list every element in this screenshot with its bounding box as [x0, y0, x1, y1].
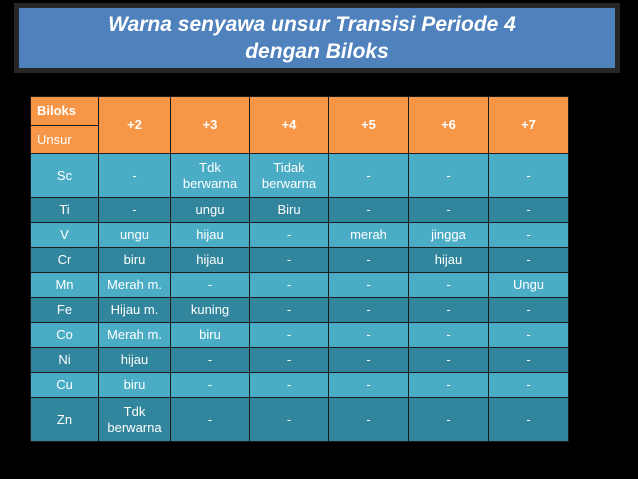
slide-title: Warna senyawa unsur Transisi Periode 4 d…	[14, 3, 620, 73]
color-cell: -	[488, 297, 569, 323]
element-cell: V	[30, 222, 99, 248]
color-cell: -	[170, 397, 250, 442]
color-cell: -	[488, 397, 569, 442]
title-line-2: dengan Biloks	[245, 40, 389, 63]
header-cell: +2	[98, 96, 171, 154]
oxidation-color-table: Biloks +2 +3 +4 +5 +6 +7 Unsur Sc - Tdk be…	[30, 96, 569, 442]
element-cell: Zn	[30, 397, 99, 442]
color-cell: -	[488, 197, 569, 223]
color-cell: -	[408, 272, 489, 298]
color-cell: biru	[98, 372, 171, 398]
color-cell: -	[488, 347, 569, 373]
color-cell: -	[249, 322, 329, 348]
element-cell: Fe	[30, 297, 99, 323]
color-cell: -	[328, 322, 409, 348]
color-cell: -	[408, 372, 489, 398]
color-cell: -	[328, 197, 409, 223]
color-cell: -	[328, 153, 409, 198]
color-cell: -	[98, 153, 171, 198]
element-cell: Cr	[30, 247, 99, 273]
color-cell: -	[170, 347, 250, 373]
color-cell: ungu	[170, 197, 250, 223]
color-cell: Biru	[249, 197, 329, 223]
table-row: Ni hijau - - - - -	[30, 347, 569, 373]
color-cell: -	[249, 222, 329, 248]
color-cell: ungu	[98, 222, 171, 248]
color-cell: -	[408, 322, 489, 348]
color-cell: -	[328, 372, 409, 398]
element-cell: Sc	[30, 153, 99, 198]
element-cell: Mn	[30, 272, 99, 298]
title-line-1: Warna senyawa unsur Transisi Periode 4	[108, 13, 516, 36]
color-cell: -	[488, 153, 569, 198]
color-cell: -	[328, 247, 409, 273]
color-cell: -	[408, 297, 489, 323]
color-cell: Hijau m.	[98, 297, 171, 323]
color-cell: -	[249, 347, 329, 373]
color-cell: merah	[328, 222, 409, 248]
color-cell: -	[408, 347, 489, 373]
header-row: Biloks +2 +3 +4 +5 +6 +7	[30, 96, 569, 154]
table-row: Mn Merah m. - - - - Ungu	[30, 272, 569, 298]
element-cell: Ni	[30, 347, 99, 373]
color-cell: hijau	[98, 347, 171, 373]
table-row: Fe Hijau m. kuning - - - -	[30, 297, 569, 323]
table-row: Cr biru hijau - - hijau -	[30, 247, 569, 273]
color-cell: hijau	[408, 247, 489, 273]
header-cell: +5	[328, 96, 409, 154]
table-row: Cu biru - - - - -	[30, 372, 569, 398]
color-cell: -	[170, 272, 250, 298]
header-cell: +7	[488, 96, 569, 154]
table-row: Zn Tdk berwarna - - - - -	[30, 397, 569, 442]
color-cell: -	[488, 247, 569, 273]
header-cell: +6	[408, 96, 489, 154]
color-cell: -	[249, 372, 329, 398]
color-cell: biru	[170, 322, 250, 348]
color-cell: -	[328, 297, 409, 323]
color-cell: hijau	[170, 222, 250, 248]
color-cell: -	[249, 247, 329, 273]
corner-unsur-label: Unsur	[30, 125, 99, 154]
color-cell: -	[98, 197, 171, 223]
color-cell: -	[328, 272, 409, 298]
color-cell: Merah m.	[98, 272, 171, 298]
color-cell: -	[170, 372, 250, 398]
color-cell: jingga	[408, 222, 489, 248]
color-cell: Ungu	[488, 272, 569, 298]
table-row: Co Merah m. biru - - - -	[30, 322, 569, 348]
element-cell: Ti	[30, 197, 99, 223]
table-row: Sc - Tdk berwarna Tidak berwarna - - -	[30, 153, 569, 198]
table-row: Ti - ungu Biru - - -	[30, 197, 569, 223]
color-cell: Merah m.	[98, 322, 171, 348]
color-cell: -	[488, 372, 569, 398]
header-row-2: Unsur	[30, 125, 569, 154]
color-cell: -	[328, 347, 409, 373]
color-cell: -	[249, 272, 329, 298]
color-cell: -	[488, 222, 569, 248]
header-cell: +4	[249, 96, 329, 154]
element-cell: Co	[30, 322, 99, 348]
color-cell: hijau	[170, 247, 250, 273]
color-cell: -	[408, 153, 489, 198]
corner-biloks-label: Biloks	[30, 96, 99, 126]
element-cell: Cu	[30, 372, 99, 398]
color-cell: kuning	[170, 297, 250, 323]
color-cell: Tidak berwarna	[249, 153, 329, 198]
color-cell: -	[408, 397, 489, 442]
color-cell: -	[249, 297, 329, 323]
color-cell: Tdk berwarna	[170, 153, 250, 198]
color-cell: Tdk berwarna	[98, 397, 171, 442]
color-cell: -	[328, 397, 409, 442]
header-cell: +3	[170, 96, 250, 154]
color-cell: biru	[98, 247, 171, 273]
color-cell: -	[488, 322, 569, 348]
color-cell: -	[249, 397, 329, 442]
color-cell: -	[408, 197, 489, 223]
